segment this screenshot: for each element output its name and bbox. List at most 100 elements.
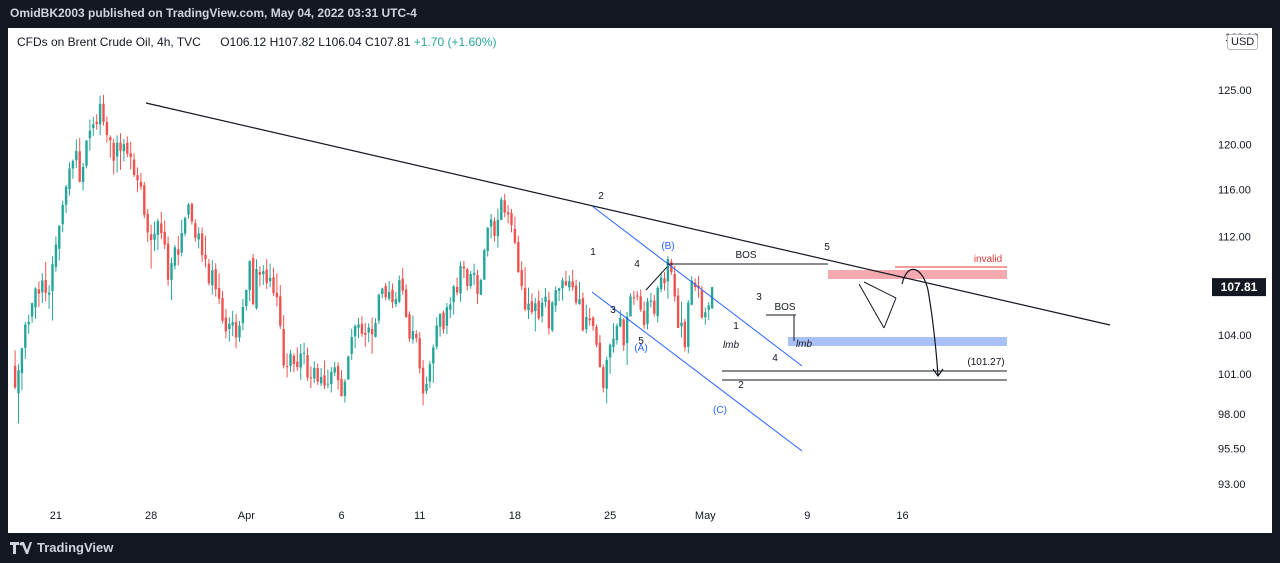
currency-button[interactable]: USD: [1227, 34, 1259, 50]
candle-body: [557, 288, 561, 291]
candle-body: [217, 288, 221, 299]
tradingview-logo[interactable]: TradingView: [10, 540, 113, 555]
candle: [415, 330, 418, 343]
candle: [639, 289, 642, 312]
candle-body: [146, 213, 149, 233]
candle-body: [401, 278, 404, 291]
candle: [183, 216, 187, 237]
wave-annotation-label: 1: [733, 321, 739, 332]
candle-body: [166, 243, 170, 280]
x-tick-label: 25: [604, 510, 616, 522]
candle: [173, 244, 177, 270]
wave-annotation-label: 4: [634, 259, 640, 270]
candle-body: [330, 371, 333, 384]
wave-annotation-label: BOS: [735, 250, 756, 261]
candle: [503, 193, 506, 218]
candle-body: [506, 212, 510, 215]
candle-body: [625, 316, 629, 344]
candle: [398, 275, 401, 304]
candle-body: [88, 130, 92, 139]
candle-body: [13, 365, 17, 388]
candle-body: [530, 301, 534, 313]
candle-body: [646, 301, 649, 325]
candle-body: [183, 217, 187, 234]
candle-body: [435, 325, 438, 347]
candle: [602, 364, 605, 393]
candle: [71, 159, 75, 179]
candle: [428, 360, 432, 388]
candle: [381, 287, 384, 299]
y-tick-label: 125.00: [1218, 85, 1252, 97]
candle: [551, 300, 554, 333]
candle-body: [105, 122, 109, 136]
candle: [319, 367, 323, 386]
y-tick-label: 112.00: [1218, 231, 1251, 243]
candle: [122, 138, 126, 162]
candle-body: [71, 160, 75, 169]
candle: [466, 267, 469, 291]
candle-body: [544, 296, 547, 303]
candle: [568, 275, 571, 292]
candle: [217, 273, 221, 304]
candle: [180, 219, 183, 257]
candle: [234, 314, 238, 349]
candle: [537, 290, 540, 321]
candle-body: [197, 233, 200, 240]
candle-body: [622, 319, 625, 346]
candle-body: [493, 221, 496, 237]
candle-body: [472, 272, 476, 275]
candle: [129, 141, 132, 170]
channel-lower-line: [591, 291, 803, 452]
candle-body: [510, 213, 513, 226]
candle-body: [571, 281, 574, 288]
candle: [285, 353, 289, 378]
candle-body: [520, 270, 523, 287]
candle: [207, 258, 211, 286]
x-tick-label: 28: [145, 510, 157, 522]
tradingview-logo-icon: [10, 541, 32, 554]
candle-body: [636, 295, 639, 297]
candle-body: [462, 266, 466, 269]
candle-body: [255, 268, 258, 309]
candle: [177, 235, 180, 266]
chart-frame[interactable]: 21 28 Apr 6 11 18 25 May 9 16 2 1 4 3 5 (A) (B) (C) BOS 5 3…: [8, 28, 1272, 533]
candle-body: [649, 300, 653, 302]
wave-annotation-label: 3: [610, 305, 616, 316]
y-tick-label: 93.00: [1218, 479, 1246, 491]
candle: [323, 360, 326, 390]
candle-body: [466, 269, 469, 287]
candle: [224, 309, 228, 339]
candle: [238, 321, 241, 342]
candle-body: [500, 199, 503, 220]
candle: [336, 362, 340, 390]
candle: [41, 273, 44, 304]
candle-body: [136, 175, 139, 181]
candle-body: [704, 312, 707, 318]
candle: [197, 227, 200, 249]
candle: [313, 361, 316, 384]
candle-body: [432, 347, 435, 364]
candle: [166, 236, 170, 286]
candle: [153, 221, 156, 252]
candle-body: [190, 203, 194, 222]
candle: [700, 285, 704, 319]
candle-body: [326, 383, 330, 385]
candle-body: [112, 142, 115, 161]
candle-body: [370, 328, 374, 335]
candle-body: [187, 204, 190, 215]
candle: [98, 95, 102, 136]
symbol-name: CFDs on Brent Crude Oil, 4h, TVC: [17, 35, 201, 49]
candle: [119, 133, 122, 170]
candle-body: [296, 361, 299, 368]
candle-body: [588, 318, 591, 321]
wave-annotation-label: 4: [772, 353, 778, 364]
wave-annotation-label: 3: [756, 292, 762, 303]
candle-body: [228, 323, 231, 330]
candle: [391, 283, 394, 309]
candle-body: [642, 310, 646, 325]
x-tick-label: 6: [338, 510, 344, 522]
x-tick-label: 16: [896, 510, 908, 522]
price-chart[interactable]: 21 28 Apr 6 11 18 25 May 9 16 21435(A)(B)(C)BOS53…: [8, 28, 1272, 533]
candle-body: [551, 302, 554, 331]
candle-body: [221, 297, 224, 321]
